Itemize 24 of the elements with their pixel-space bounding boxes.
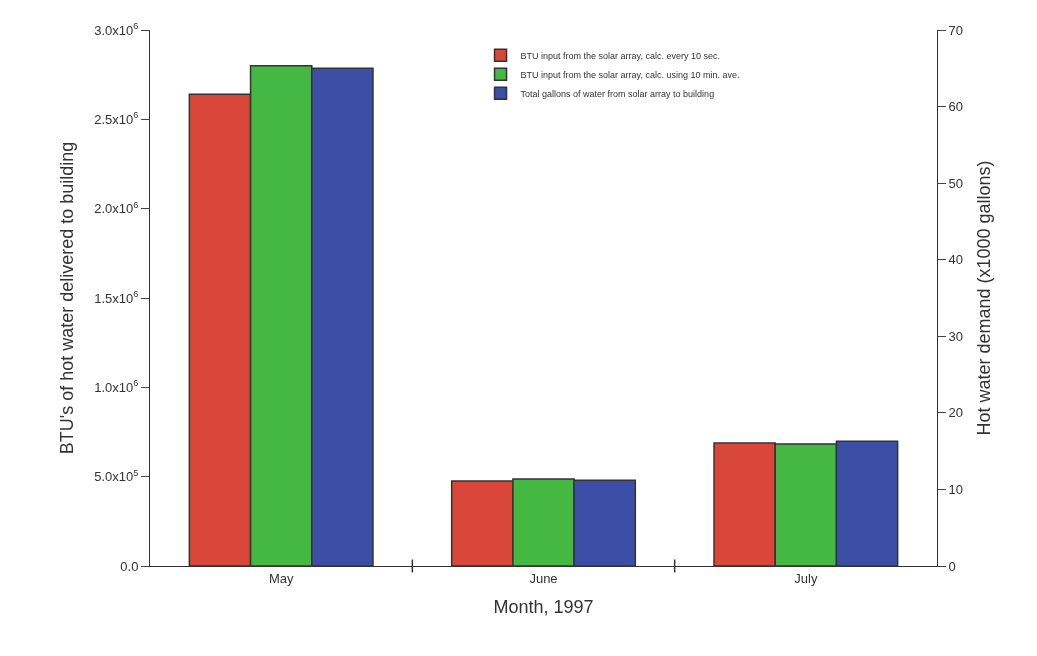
y-tick-label: 1.5x10$^{6}$ (94, 289, 139, 306)
x-tick-label: June (529, 570, 558, 586)
y2-tick-label: 60 (948, 99, 964, 115)
y-axis-title: BTU's of hot water delivered to building (57, 141, 78, 455)
y2-tick-label: 70 (948, 22, 964, 38)
y-tick-label: 3.0x10$^{6}$ (94, 21, 139, 38)
y-tick-label: 2.0x10$^{6}$ (94, 199, 139, 217)
y-tick-label: 2.5x10$^{6}$ (94, 110, 139, 127)
y2-tick-label: 10 (948, 481, 964, 497)
y2-tick-label: 40 (948, 252, 964, 268)
legend-label: BTU input from the solar array, calc. every 10 sec. (520, 50, 720, 61)
legend-label: Total gallons of water from solar array to building (520, 88, 715, 99)
y-tick-label: 0.0 (120, 558, 139, 574)
y2-tick-label: 20 (948, 405, 964, 421)
y2-tick-label: 50 (948, 175, 964, 191)
y2-tick-label: 0 (948, 558, 956, 574)
y2-tick-label: 30 (948, 328, 964, 344)
x-axis-title: Month, 1997 (493, 596, 594, 617)
legend-label: BTU input from the solar array, calc. using 10 min. ave. (520, 69, 740, 80)
y-tick-label: 5.0x10$^{5}$ (94, 467, 139, 485)
x-tick-label: May (268, 570, 294, 586)
y2-axis-title: Hot water demand (x1000 gallons) (974, 160, 995, 436)
y-tick-label: 1.0x10$^{6}$ (94, 378, 139, 395)
x-tick-label: July (794, 570, 818, 586)
